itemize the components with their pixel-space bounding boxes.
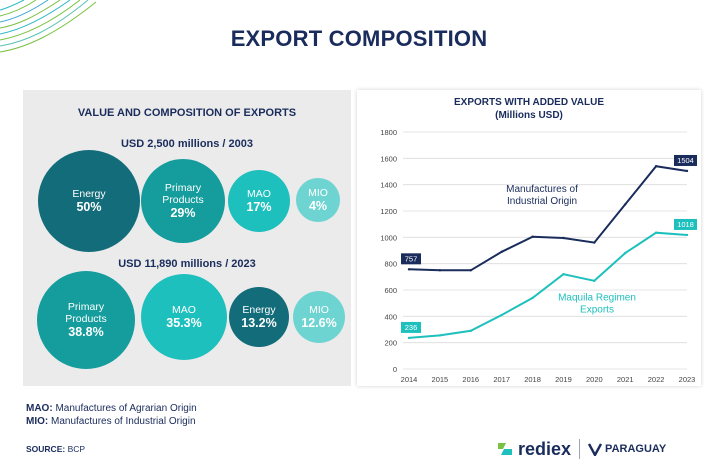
x-tick-label: 2014: [401, 375, 418, 384]
data-point: [531, 235, 534, 238]
brand-logos: rediex PARAGUAY: [496, 438, 666, 460]
y-tick-label: 400: [384, 312, 397, 321]
source-note: SOURCE: BCP: [26, 444, 86, 454]
data-point: [500, 250, 503, 254]
y-tick-label: 1000: [380, 233, 397, 242]
paraguay-logo-icon: [588, 443, 603, 456]
x-tick-label: 2017: [493, 375, 510, 384]
bubble-2023-primary-products: Primary Products 38.8%: [37, 271, 135, 369]
bubble-2023-energy: Energy 13.2%: [229, 287, 289, 347]
data-point: [469, 269, 472, 272]
bubble-name: MAO: [172, 303, 196, 316]
x-tick-label: 2019: [555, 375, 572, 384]
data-point: [438, 269, 442, 272]
data-point: [624, 203, 627, 206]
y-tick-label: 200: [384, 339, 397, 348]
x-tick-label: 2020: [586, 375, 603, 384]
data-point: [438, 334, 442, 337]
y-tick-label: 0: [393, 365, 397, 374]
series-label-maquila: Maquila Regimen: [558, 293, 636, 304]
y-tick-label: 1200: [380, 207, 397, 216]
data-point: [407, 268, 411, 271]
x-tick-label: 2021: [617, 375, 634, 384]
rediex-wordmark: rediex: [518, 438, 572, 459]
page-title: EXPORT COMPOSITION: [230, 26, 488, 51]
start-value-box: [401, 253, 421, 265]
rediex-logo-icon: [498, 443, 512, 455]
bubble-percent: 50%: [76, 199, 102, 214]
group-2003-label: USD 2,500 millions / 2003: [120, 138, 254, 150]
group-2023-label: USD 11,890 millions / 2023: [118, 258, 256, 270]
data-point: [685, 233, 689, 237]
y-tick-label: 600: [384, 286, 397, 295]
series-label-maquila: Exports: [580, 305, 614, 316]
bubble-2023-mio: MIO 12.6%: [293, 291, 345, 343]
bubble-name: Energy: [242, 303, 276, 316]
bubble-2003-mio: MIO 4%: [296, 178, 340, 222]
y-tick-label: 1400: [380, 181, 397, 190]
end-value-label: 1018: [677, 220, 694, 229]
data-point: [469, 329, 472, 333]
paraguay-wordmark: PARAGUAY: [605, 443, 667, 455]
x-tick-label: 2023: [679, 375, 696, 384]
x-tick-label: 2016: [462, 375, 479, 384]
bubble-percent: 4%: [308, 198, 328, 213]
bubble-percent: 29%: [170, 205, 196, 220]
bubble-2003-mao: MAO 17%: [228, 170, 290, 232]
series-label-mio: Manufactures of: [506, 184, 578, 195]
bubble-2023-mao: MAO 35.3%: [141, 274, 227, 360]
y-tick-label: 1600: [380, 154, 397, 163]
end-value-box: [674, 218, 697, 230]
bubble-percent: 35.3%: [166, 315, 202, 330]
bubble-percent: 12.6%: [301, 315, 337, 330]
x-tick-label: 2015: [432, 375, 449, 384]
data-point: [562, 236, 565, 240]
y-tick-label: 800: [384, 260, 397, 269]
decorative-lines: [0, 0, 97, 53]
series-line-mio: [408, 165, 688, 272]
abbreviation-notes: MAO: Manufactures of Agrarian Origin MIO…: [26, 402, 197, 428]
data-point: [407, 336, 411, 340]
series-label-mio: Industrial Origin: [507, 196, 577, 207]
note-mio: MIO: Manufactures of Industrial Origin: [26, 416, 196, 427]
added-value-chart-panel: EXPORTS WITH ADDED VALUE (Millions USD) 0 2…: [357, 90, 701, 386]
end-value-box: [674, 154, 697, 166]
end-value-label: 1504: [677, 156, 694, 165]
bubble-percent: 13.2%: [241, 315, 277, 330]
added-value-line-chart: EXPORTS WITH ADDED VALUE(Millions USD)02…: [380, 97, 697, 384]
data-point: [654, 165, 658, 168]
note-mao: MAO: Manufactures of Agrarian Origin: [26, 403, 197, 414]
bubble-name: Energy: [72, 187, 106, 200]
bubble-percent: 38.8%: [68, 324, 104, 339]
chart-subtitle: (Millions USD): [495, 110, 563, 121]
data-point: [593, 241, 596, 244]
bubble-name: Primary Products: [65, 300, 107, 325]
chart-title: EXPORTS WITH ADDED VALUE: [454, 97, 604, 108]
data-point: [624, 251, 627, 255]
bubble-name: MIO: [309, 303, 329, 316]
series-line-maquila: [408, 231, 688, 339]
brand-divider: [579, 439, 581, 459]
composition-title: VALUE AND COMPOSITION OF EXPORTS: [77, 107, 297, 119]
x-tick-label: 2022: [648, 375, 665, 384]
data-point: [685, 169, 689, 173]
data-point: [500, 313, 503, 317]
y-tick-label: 1800: [380, 128, 397, 137]
start-value-label: 236: [405, 323, 418, 332]
data-point: [531, 296, 534, 300]
start-value-box: [401, 321, 421, 333]
data-point: [593, 279, 596, 282]
bubble-name: MAO: [247, 187, 271, 200]
bubble-2003-energy: Energy 50%: [38, 150, 140, 252]
bubble-name: MIO: [308, 186, 328, 199]
composition-panel: VALUE AND COMPOSITION OF EXPORTS USD 2,5…: [23, 90, 351, 386]
bubble-name: Primary Products: [162, 181, 204, 206]
bubble-2003-primary-products: Primary Products 29%: [141, 159, 225, 243]
data-point: [654, 231, 658, 234]
bubble-percent: 17%: [246, 199, 272, 214]
start-value-label: 757: [405, 254, 418, 263]
data-point: [562, 273, 565, 276]
x-tick-label: 2018: [524, 375, 541, 384]
